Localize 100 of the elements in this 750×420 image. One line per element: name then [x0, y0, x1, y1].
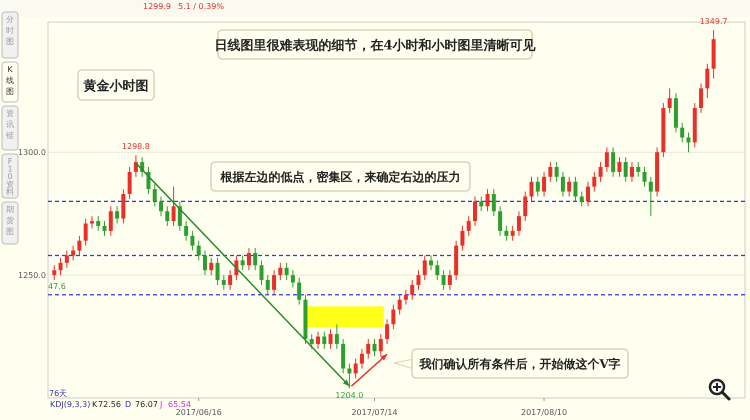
text: K	[92, 400, 98, 409]
text: 76.07	[135, 400, 158, 409]
candlestick	[530, 176, 534, 202]
candlestick	[567, 176, 572, 197]
text: 5.1 / 0.39%	[178, 2, 224, 11]
candlestick	[442, 270, 446, 290]
candlestick	[115, 206, 120, 224]
annotation: 1204.0	[335, 391, 364, 400]
candlestick	[472, 196, 477, 226]
text: 1299.9	[143, 2, 171, 11]
candlestick	[391, 304, 396, 330]
text: F10资料	[6, 157, 14, 196]
candlestick	[184, 220, 188, 242]
candlestick	[77, 235, 82, 256]
candlestick	[102, 220, 107, 236]
candlestick	[366, 338, 370, 360]
candlestick	[84, 218, 88, 246]
candlestick	[466, 216, 471, 236]
candlestick	[429, 254, 434, 271]
candlestick	[378, 334, 383, 357]
text: 分时图	[6, 15, 14, 46]
candlestick	[216, 257, 220, 286]
annotation: 日线图里很难表现的细节，在4小时和小时图里清晰可见	[214, 37, 537, 54]
text: D	[125, 400, 132, 409]
annotation: 我们确认所有条件后，开始做这个V字	[418, 357, 621, 372]
text: J	[159, 400, 162, 409]
candlestick	[222, 274, 226, 290]
candlestick	[699, 82, 704, 114]
candlestick	[668, 88, 672, 114]
candlestick	[404, 289, 408, 306]
candlestick	[246, 248, 251, 271]
candlestick	[648, 176, 653, 217]
candlestick	[297, 277, 302, 306]
candlestick	[316, 331, 320, 350]
candlestick	[586, 181, 590, 207]
candlestick	[259, 260, 264, 286]
candlestick	[159, 196, 164, 217]
candlestick	[310, 334, 314, 350]
candlestick	[604, 146, 609, 172]
candlestick	[636, 162, 640, 178]
candlestick	[328, 328, 333, 350]
candlestick	[128, 166, 132, 200]
candlestick	[334, 324, 339, 350]
x-tick-label: 2017/07/14	[351, 408, 398, 417]
candlestick	[172, 186, 176, 226]
candlestick	[422, 254, 427, 281]
candlestick	[398, 294, 402, 315]
candlestick	[542, 171, 546, 197]
candlestick	[196, 240, 201, 261]
candlestick	[573, 176, 578, 202]
annotation: 76天	[49, 389, 68, 398]
candlestick	[284, 262, 289, 281]
text: 72.56	[98, 400, 121, 409]
candlestick	[510, 225, 515, 242]
candlestick	[64, 250, 69, 268]
candlestick	[240, 254, 245, 271]
candlestick	[354, 358, 358, 379]
candlestick	[372, 338, 377, 357]
candlestick	[598, 162, 603, 182]
candlestick	[385, 318, 390, 344]
candlestick	[617, 156, 622, 178]
candlestick	[686, 132, 690, 153]
annotation: 1349.7	[700, 17, 728, 26]
candlestick	[410, 280, 414, 300]
candlestick	[435, 260, 440, 281]
candlestick	[165, 206, 170, 226]
candlestick	[554, 162, 559, 182]
candlestick	[448, 270, 452, 290]
candlestick	[272, 270, 276, 296]
candlestick	[322, 331, 326, 350]
candlestick	[58, 257, 63, 276]
candlestick	[560, 171, 565, 197]
text: 资讯链	[5, 109, 14, 140]
annotation: 黄金小时图	[82, 78, 148, 94]
candlestick	[642, 166, 647, 188]
candlestick	[347, 363, 352, 389]
candlestick	[108, 206, 113, 236]
candlestick	[202, 250, 207, 276]
candlestick	[90, 216, 94, 229]
candlestick	[611, 146, 616, 178]
candlestick	[134, 154, 138, 178]
y-tick-label: 1250.0	[18, 271, 46, 280]
candlestick	[516, 210, 521, 236]
text: K线图	[6, 65, 14, 96]
candlestick	[580, 191, 584, 207]
candlestick	[290, 270, 295, 288]
candlestick	[266, 274, 270, 296]
annotation: 47.6	[48, 282, 66, 291]
candlestick	[360, 348, 364, 370]
candlestick	[190, 230, 194, 252]
candlestick	[498, 206, 502, 236]
text: KDJ(9,3,3)	[50, 400, 90, 409]
candlestick	[705, 63, 710, 99]
candlestick	[253, 248, 258, 271]
candlestick	[479, 196, 484, 212]
candlestick	[548, 162, 552, 182]
candlestick	[680, 122, 684, 143]
annotation: 根据左边的低点，密集区，来确定右边的压力	[220, 170, 460, 184]
annotation: 1298.8	[122, 142, 150, 152]
candlestick	[416, 270, 420, 290]
